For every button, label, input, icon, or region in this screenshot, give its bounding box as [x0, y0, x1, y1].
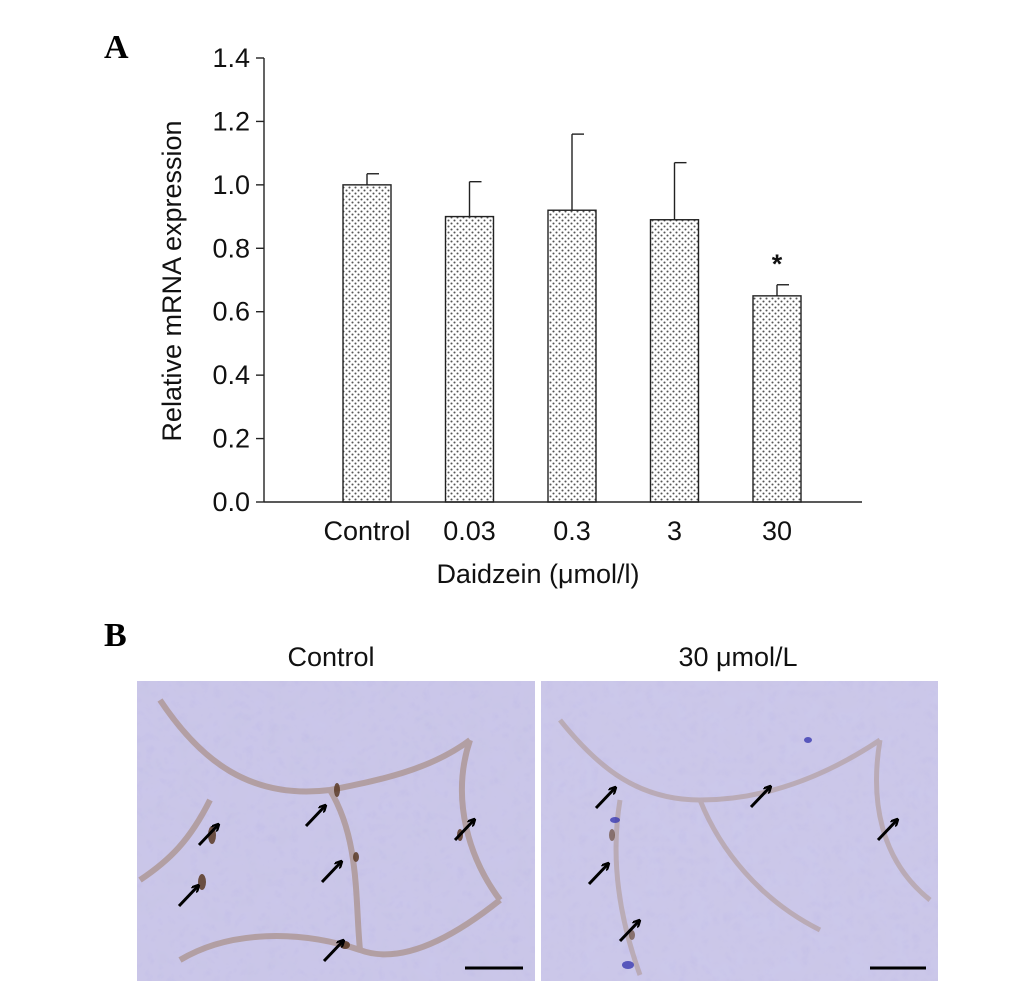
arrow-icon	[320, 862, 341, 884]
bar-3	[649, 219, 700, 503]
bar-0.3	[547, 209, 597, 503]
bar-chart: * Control 0.03 0.3 3 30 0.0 0.2 0.4 0.6 0.8 1.0 1.2…	[212, 43, 862, 546]
y-tick-label: 0.4	[212, 360, 250, 390]
arrow-icon	[304, 806, 325, 828]
arrow-icon	[177, 886, 198, 908]
y-tick-label: 0.2	[212, 424, 250, 454]
x-tick-label: Control	[323, 516, 410, 546]
bar-Control	[342, 184, 392, 503]
arrow-icon	[618, 921, 639, 943]
x-axis-label: Daidzein (μmol/l)	[436, 559, 639, 589]
panel-a-letter: A	[104, 29, 129, 66]
y-tick-label: 1.0	[212, 170, 250, 200]
stroma-lines	[138, 698, 503, 963]
arrow-icon	[594, 788, 615, 810]
arrow-markers	[587, 787, 897, 943]
arrow-icon	[322, 941, 343, 963]
axes-layer: Control 0.03 0.3 3 30 0.0 0.2 0.4 0.6 0.8 1.0 1.2 1.…	[212, 43, 862, 546]
arrow-icon	[587, 864, 608, 886]
y-tick-label: 0.8	[212, 233, 250, 263]
arrow-icon	[197, 825, 218, 847]
brown-stain-spots	[609, 829, 635, 940]
y-axis-label: Relative mRNA expression	[157, 120, 187, 441]
arrow-icon	[749, 787, 770, 809]
arrow-markers	[177, 806, 474, 963]
bar-30	[752, 295, 802, 503]
micrograph-control	[137, 681, 535, 981]
micrograph-right-label: 30 μmol/L	[678, 642, 797, 672]
y-tick-label: 1.4	[212, 43, 250, 73]
y-tick-label: 1.2	[212, 106, 250, 136]
x-tick-label: 0.03	[443, 516, 496, 546]
bars-layer: *	[342, 133, 802, 503]
dark-nuclei	[610, 737, 812, 969]
x-tick-label: 0.3	[553, 516, 591, 546]
significance-marker: *	[772, 249, 783, 279]
arrow-icon	[453, 820, 474, 842]
x-tick-label: 3	[667, 516, 682, 546]
micrograph-left-label: Control	[287, 642, 374, 672]
y-tick-label: 0.0	[212, 487, 250, 517]
micrograph-30umol	[541, 681, 938, 981]
panel-b-letter: B	[104, 617, 127, 654]
y-tick-label: 0.6	[212, 297, 250, 327]
x-tick-label: 30	[762, 516, 792, 546]
bar-0.03	[444, 215, 495, 503]
arrow-icon	[876, 820, 897, 842]
